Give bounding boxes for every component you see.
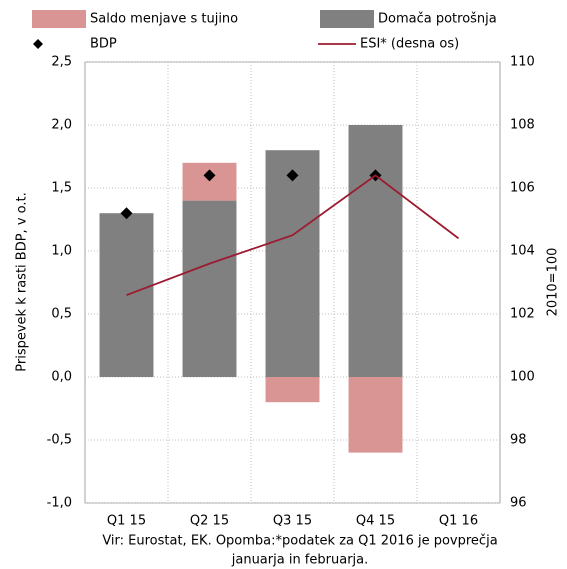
y2-tick-label: 104 (510, 244, 535, 259)
y-tick-label: 2,0 (51, 118, 72, 133)
y-axis-label: Prispevek k rasti BDP, v o.t. (15, 192, 30, 371)
y2-tick-label: 110 (510, 55, 535, 70)
x-tick-label: Q1 16 (439, 514, 478, 529)
y-tick-label: 1,5 (51, 181, 72, 196)
y-tick-label: -0,5 (47, 433, 72, 448)
line (126, 174, 460, 296)
bar (182, 200, 237, 377)
y-tick-label: 2,5 (51, 55, 72, 70)
legend-label: Domača potrošnja (378, 12, 497, 27)
y2-tick-label: 98 (510, 433, 527, 448)
legend-swatch (320, 10, 374, 28)
y2-axis-label: 2010=100 (546, 248, 561, 317)
legend-label: BDP (90, 37, 117, 52)
legend-swatch (33, 39, 43, 49)
y2-tick-label: 106 (510, 181, 535, 196)
y2-tick-label: 96 (510, 496, 527, 511)
x-tick-label: Q2 15 (190, 514, 229, 529)
note: Vir: Eurostat, EK. Opomba:*podatek za Q1… (102, 534, 497, 549)
marker (120, 207, 133, 220)
x-tick-label: Q4 15 (356, 514, 395, 529)
note: januarja in februarja. (231, 553, 369, 568)
bar (182, 162, 237, 201)
bar (348, 125, 403, 377)
y2-tick-label: 100 (510, 370, 535, 385)
y-tick-label: 0,0 (51, 370, 72, 385)
y2-tick-label: 102 (510, 307, 535, 322)
y2-tick-label: 108 (510, 118, 535, 133)
legend-label: ESI* (desna os) (360, 37, 459, 52)
y-tick-label: -1,0 (47, 496, 72, 511)
bar (348, 377, 403, 453)
x-tick-label: Q1 15 (107, 514, 146, 529)
bar (265, 150, 320, 377)
legend-swatch (32, 10, 86, 28)
marker (203, 169, 216, 182)
x-tick-label: Q3 15 (273, 514, 312, 529)
legend-label: Saldo menjave s tujino (90, 12, 238, 27)
bar (265, 377, 320, 403)
marker (286, 169, 299, 182)
y-tick-label: 1,0 (51, 244, 72, 259)
y-tick-label: 0,5 (51, 307, 72, 322)
